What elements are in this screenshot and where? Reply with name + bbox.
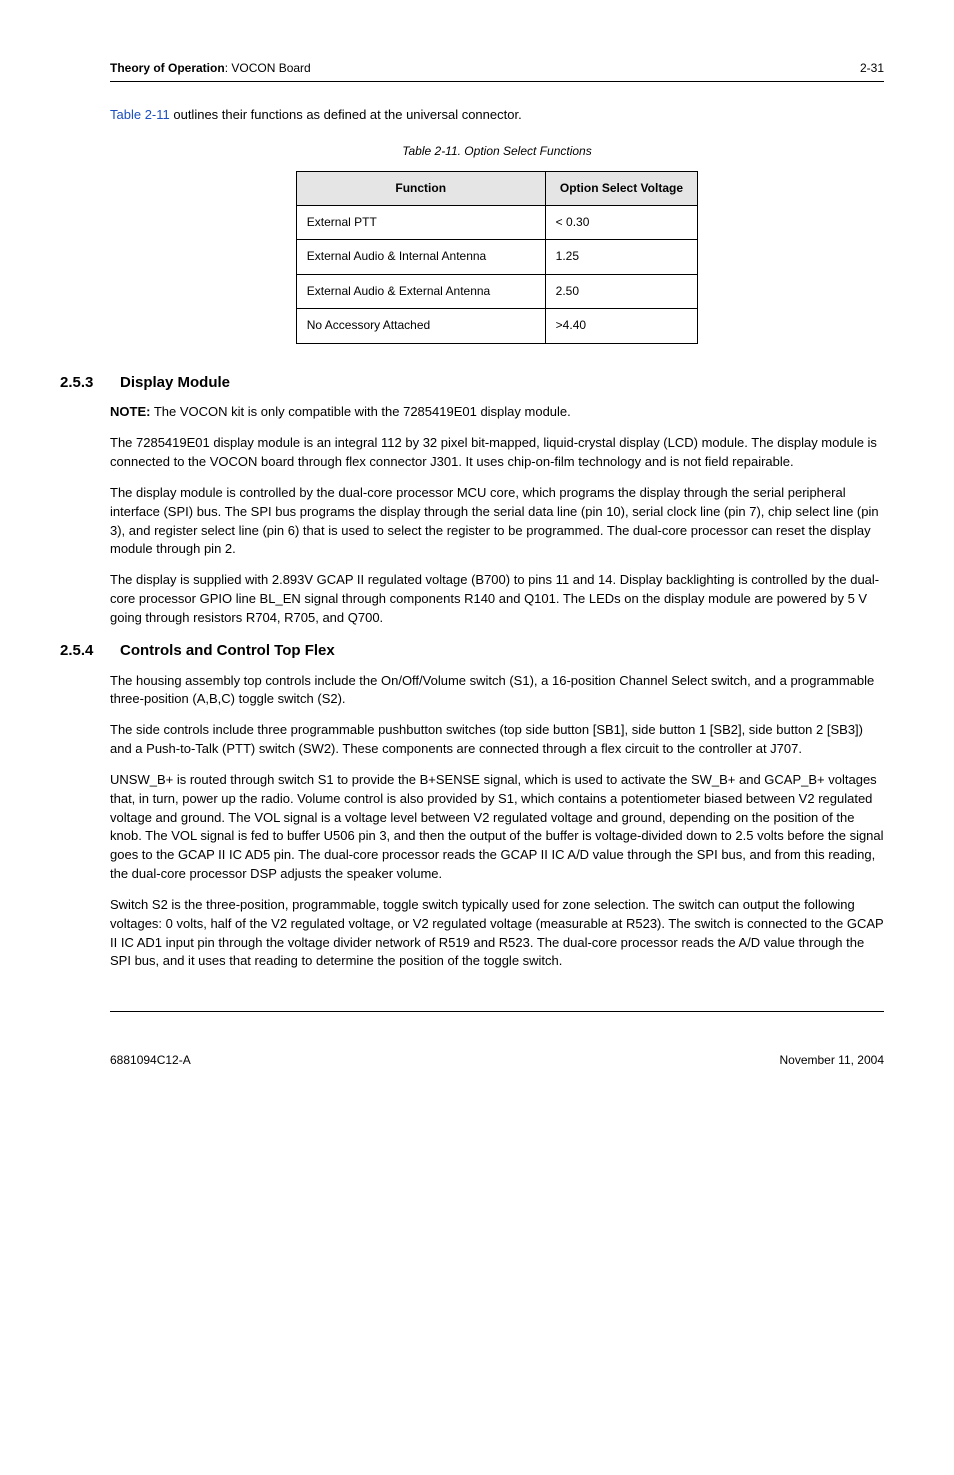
table-ref-link[interactable]: Table 2-11 (110, 107, 170, 122)
footer-doc-id: 6881094C12-A (110, 1052, 191, 1069)
table-cell: 2.50 (545, 274, 698, 308)
note-text: The VOCON kit is only compatible with th… (150, 404, 570, 419)
table-cell: No Accessory Attached (296, 309, 545, 343)
table-cell: < 0.30 (545, 206, 698, 240)
running-header: Theory of Operation: VOCON Board 2-31 (110, 60, 884, 77)
table-row: No Accessory Attached >4.40 (296, 309, 697, 343)
note-paragraph: NOTE: The VOCON kit is only compatible w… (110, 403, 884, 422)
body-paragraph: The housing assembly top controls includ… (110, 672, 884, 710)
header-title-prefix: Theory of Operation (110, 61, 225, 75)
body-paragraph: The display module is controlled by the … (110, 484, 884, 559)
table-cell: External Audio & Internal Antenna (296, 240, 545, 274)
footer-rule (110, 1011, 884, 1012)
note-label: NOTE: (110, 404, 150, 419)
body-paragraph: The 7285419E01 display module is an inte… (110, 434, 884, 472)
intro-rest: outlines their functions as defined at t… (170, 107, 522, 122)
header-title-rest: : VOCON Board (225, 61, 311, 75)
section-heading: 2.5.4 Controls and Control Top Flex (60, 640, 884, 662)
table-header-row: Function Option Select Voltage (296, 171, 697, 205)
table-header-function: Function (296, 171, 545, 205)
header-title: Theory of Operation: VOCON Board (110, 60, 311, 77)
table-row: External PTT < 0.30 (296, 206, 697, 240)
table-header-voltage: Option Select Voltage (545, 171, 698, 205)
body-paragraph: The side controls include three programm… (110, 721, 884, 759)
body-paragraph: Switch S2 is the three-position, program… (110, 896, 884, 971)
section-heading: 2.5.3 Display Module (60, 372, 884, 394)
section-title: Display Module (120, 372, 230, 394)
table-cell: 1.25 (545, 240, 698, 274)
table-caption: Table 2-11. Option Select Functions (110, 143, 884, 160)
body-paragraph: UNSW_B+ is routed through switch S1 to p… (110, 771, 884, 884)
section-number: 2.5.4 (60, 640, 106, 662)
section-title: Controls and Control Top Flex (120, 640, 335, 662)
header-rule (110, 81, 884, 82)
intro-paragraph: Table 2-11 outlines their functions as d… (110, 106, 884, 125)
table-row: External Audio & External Antenna 2.50 (296, 274, 697, 308)
table-row: External Audio & Internal Antenna 1.25 (296, 240, 697, 274)
running-footer: 6881094C12-A November 11, 2004 (110, 1052, 884, 1069)
table-cell: External Audio & External Antenna (296, 274, 545, 308)
section-number: 2.5.3 (60, 372, 106, 394)
table-cell: >4.40 (545, 309, 698, 343)
option-select-table: Function Option Select Voltage External … (296, 171, 698, 344)
body-paragraph: The display is supplied with 2.893V GCAP… (110, 571, 884, 628)
header-page-number: 2-31 (860, 60, 884, 77)
footer-date: November 11, 2004 (779, 1052, 884, 1069)
table-cell: External PTT (296, 206, 545, 240)
